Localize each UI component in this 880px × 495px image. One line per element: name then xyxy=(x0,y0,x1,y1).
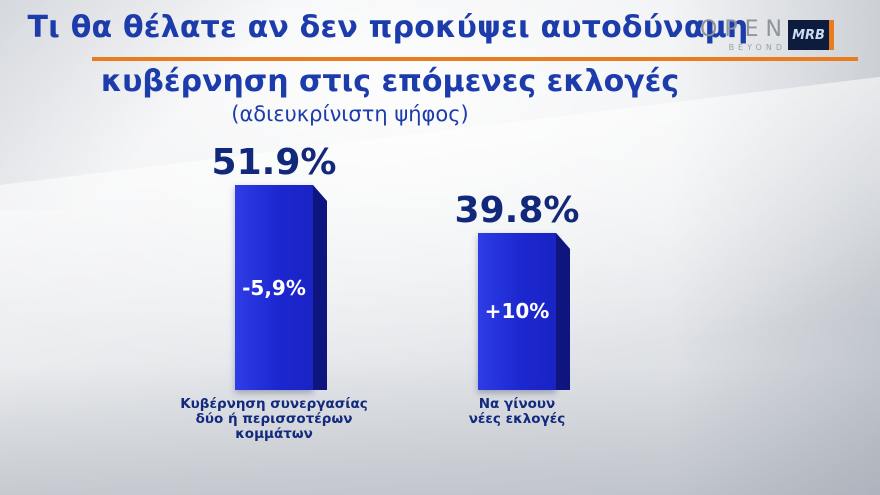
bar-category-line: νέες εκλογές xyxy=(468,411,566,427)
bar-value: 51.9% xyxy=(211,142,337,183)
bar-category-label: Να γίνουν νέες εκλογές xyxy=(402,397,632,427)
bar-change-label: +10% xyxy=(484,299,550,324)
bar-category-line: Να γίνουν xyxy=(478,396,556,412)
bar-category-line: Κυβέρνηση συνεργασίας xyxy=(180,396,368,412)
bar-category-label: Κυβέρνηση συνεργασίας δύο ή περισσοτέρων… xyxy=(159,397,389,442)
mrb-logo: MRB xyxy=(788,20,834,50)
chart-title-line1: Τι θα θέλατε αν δεν προκύψει αυτοδύναμη xyxy=(27,10,749,45)
open-channel-logo: OPEN BEYOND xyxy=(700,17,789,53)
bar-front: -5,9% xyxy=(235,185,313,390)
bar-group-new-elections: 39.8% +10% Να γίνουν νέες εκλογές xyxy=(455,190,580,427)
bar-side-face xyxy=(556,232,570,390)
bar-change-label: -5,9% xyxy=(242,275,306,300)
mrb-logo-orange-stripe xyxy=(829,20,834,50)
bar-side-face xyxy=(313,185,327,390)
chart-title-line2: κυβέρνηση στις επόμενες εκλογές xyxy=(100,64,680,99)
bar-front: +10% xyxy=(478,232,556,390)
bar-value: 39.8% xyxy=(454,189,580,231)
open-logo-text: OPEN xyxy=(700,17,789,42)
background-shape-bottom xyxy=(0,365,880,495)
bar-category-line: κομμάτων xyxy=(235,426,313,442)
chart-subtitle: (αδιευκρίνιστη ψήφος) xyxy=(231,102,469,126)
bar-category-line: δύο ή περισσοτέρων xyxy=(195,411,353,427)
accent-underline xyxy=(92,57,858,61)
bar-group-coalition: 51.9% -5,9% Κυβέρνηση συνεργασίας δύο ή … xyxy=(180,142,368,442)
open-logo-subtext: BEYOND xyxy=(728,43,786,52)
mrb-logo-text: MRB xyxy=(792,27,825,43)
